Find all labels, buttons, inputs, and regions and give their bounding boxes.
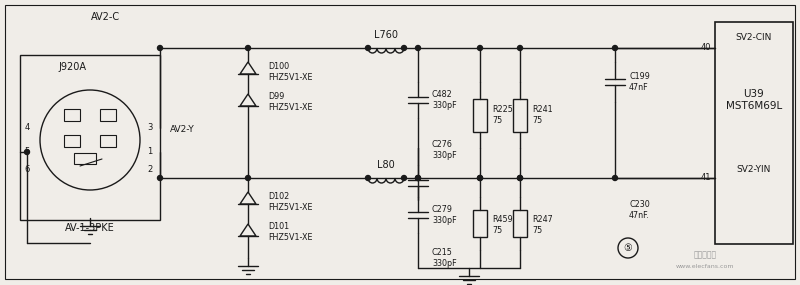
Circle shape bbox=[478, 176, 482, 180]
Circle shape bbox=[518, 46, 522, 50]
Text: 41: 41 bbox=[701, 174, 711, 182]
Text: D99
FHZ5V1-XE: D99 FHZ5V1-XE bbox=[268, 92, 313, 112]
Text: C230
47nF.: C230 47nF. bbox=[629, 200, 650, 220]
Circle shape bbox=[613, 46, 618, 50]
Text: SV2-YIN: SV2-YIN bbox=[737, 166, 771, 174]
Text: L80: L80 bbox=[377, 160, 395, 170]
Circle shape bbox=[478, 176, 482, 180]
Text: C199
47nF: C199 47nF bbox=[629, 72, 650, 92]
Bar bbox=[473, 99, 487, 131]
Circle shape bbox=[246, 176, 250, 180]
Text: www.elecfans.com: www.elecfans.com bbox=[676, 264, 734, 270]
Circle shape bbox=[366, 46, 370, 50]
Bar bbox=[513, 210, 527, 237]
Circle shape bbox=[478, 46, 482, 50]
Text: R241
75: R241 75 bbox=[532, 105, 553, 125]
Text: 电子发烧友: 电子发烧友 bbox=[694, 251, 717, 260]
Circle shape bbox=[415, 176, 421, 180]
Text: D101
FHZ5V1-XE: D101 FHZ5V1-XE bbox=[268, 222, 313, 242]
Text: C215
330pF: C215 330pF bbox=[432, 248, 457, 268]
Text: L760: L760 bbox=[374, 30, 398, 40]
Circle shape bbox=[25, 150, 30, 154]
Text: AV2-Y: AV2-Y bbox=[170, 125, 194, 135]
Text: R225
75: R225 75 bbox=[492, 105, 513, 125]
Bar bbox=[100, 109, 116, 121]
Text: R459
75: R459 75 bbox=[492, 215, 513, 235]
Circle shape bbox=[415, 176, 421, 180]
Bar bbox=[64, 109, 80, 121]
Circle shape bbox=[158, 46, 162, 50]
Text: 40: 40 bbox=[701, 44, 711, 52]
Circle shape bbox=[158, 176, 162, 180]
Text: J920A: J920A bbox=[58, 62, 86, 72]
Text: 6: 6 bbox=[24, 166, 30, 174]
Text: D102
FHZ5V1-XE: D102 FHZ5V1-XE bbox=[268, 192, 313, 212]
Text: D100
FHZ5V1-XE: D100 FHZ5V1-XE bbox=[268, 62, 313, 82]
Text: R247
75: R247 75 bbox=[532, 215, 553, 235]
Text: 5: 5 bbox=[24, 148, 30, 156]
Text: U39
MST6M69L: U39 MST6M69L bbox=[726, 89, 782, 111]
Text: 1: 1 bbox=[147, 148, 153, 156]
Circle shape bbox=[518, 176, 522, 180]
Text: 4: 4 bbox=[24, 123, 30, 133]
Text: ⑤: ⑤ bbox=[624, 243, 632, 253]
Text: AV-1-3PKE: AV-1-3PKE bbox=[65, 223, 115, 233]
Circle shape bbox=[246, 46, 250, 50]
Text: C279
330pF: C279 330pF bbox=[432, 205, 457, 225]
Circle shape bbox=[366, 176, 370, 180]
Circle shape bbox=[613, 176, 618, 180]
Circle shape bbox=[402, 46, 406, 50]
Bar bbox=[715, 22, 793, 244]
Text: C482
330pF: C482 330pF bbox=[432, 90, 457, 110]
Circle shape bbox=[415, 46, 421, 50]
Text: AV2-C: AV2-C bbox=[90, 12, 119, 22]
Circle shape bbox=[402, 176, 406, 180]
Text: 2: 2 bbox=[147, 166, 153, 174]
Text: C276
330pF: C276 330pF bbox=[432, 140, 457, 160]
Circle shape bbox=[518, 176, 522, 180]
Bar bbox=[473, 210, 487, 237]
Text: 3: 3 bbox=[147, 123, 153, 133]
Text: SV2-CIN: SV2-CIN bbox=[736, 34, 772, 42]
Bar bbox=[64, 135, 80, 147]
Bar bbox=[513, 99, 527, 131]
Bar bbox=[100, 135, 116, 147]
Bar bbox=[74, 153, 96, 164]
Bar bbox=[20, 55, 160, 220]
